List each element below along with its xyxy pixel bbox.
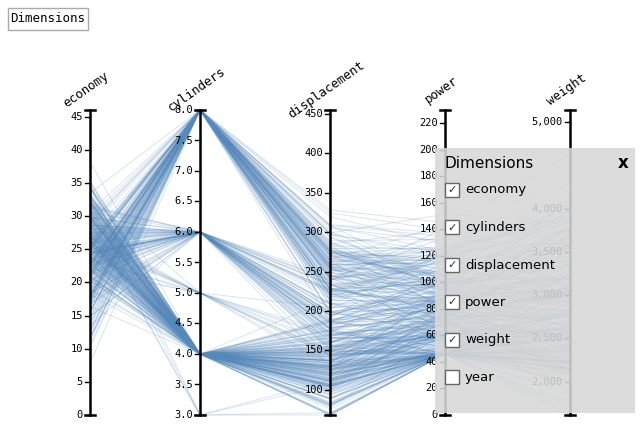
Text: 35: 35 (70, 178, 83, 188)
Text: 350: 350 (304, 188, 323, 198)
Text: 5,000: 5,000 (532, 117, 563, 127)
Text: 0: 0 (432, 410, 438, 420)
Text: 60: 60 (426, 330, 438, 341)
Text: 3,500: 3,500 (532, 247, 563, 257)
Text: 180: 180 (419, 171, 438, 181)
Text: Dimensions: Dimensions (445, 155, 534, 170)
Text: 150: 150 (304, 345, 323, 356)
Text: 0: 0 (77, 410, 83, 420)
Text: 2,500: 2,500 (532, 333, 563, 343)
Bar (435, 148, 635, 178)
Text: ✓: ✓ (447, 335, 457, 345)
Text: cylinders: cylinders (465, 221, 525, 234)
Text: weight: weight (465, 334, 510, 346)
Text: 450: 450 (304, 109, 323, 119)
Text: 100: 100 (304, 385, 323, 395)
Text: ✓: ✓ (447, 297, 457, 308)
Text: 4.5: 4.5 (174, 319, 193, 329)
Text: 8.0: 8.0 (174, 105, 193, 115)
Bar (445, 220, 459, 235)
Text: ✓: ✓ (447, 185, 457, 195)
Text: 100: 100 (419, 277, 438, 287)
Text: displacement: displacement (285, 59, 367, 121)
Text: weight: weight (544, 71, 588, 108)
Bar (445, 333, 459, 347)
Text: 7.0: 7.0 (174, 166, 193, 176)
Text: 140: 140 (419, 224, 438, 235)
Bar (445, 258, 459, 272)
Text: 2,000: 2,000 (532, 377, 563, 386)
Text: x: x (618, 154, 628, 172)
Text: year: year (465, 371, 495, 384)
Text: 5.5: 5.5 (174, 257, 193, 268)
Text: 200: 200 (419, 145, 438, 155)
Text: 200: 200 (304, 306, 323, 316)
Text: 160: 160 (419, 198, 438, 208)
Text: 400: 400 (304, 148, 323, 158)
Text: 3.5: 3.5 (174, 379, 193, 389)
Text: 20: 20 (70, 277, 83, 287)
Text: 4.0: 4.0 (174, 349, 193, 359)
Text: 5: 5 (77, 377, 83, 387)
Text: ✓: ✓ (447, 260, 457, 270)
Text: 5.0: 5.0 (174, 288, 193, 298)
Text: cylinders: cylinders (165, 65, 228, 114)
Text: 40: 40 (70, 145, 83, 155)
Bar (435, 148, 635, 413)
Text: 45: 45 (70, 112, 83, 121)
Text: 7.5: 7.5 (174, 136, 193, 146)
Text: Dimensions: Dimensions (10, 12, 86, 26)
Text: 220: 220 (419, 118, 438, 128)
Bar (8, 8, 88, 30)
Text: 6.0: 6.0 (174, 227, 193, 237)
Text: power: power (465, 296, 506, 309)
Text: ✓: ✓ (447, 223, 457, 232)
Text: 15: 15 (70, 311, 83, 321)
Text: economy: economy (465, 183, 526, 197)
Text: 40: 40 (426, 357, 438, 367)
Text: 300: 300 (304, 227, 323, 237)
Text: 6.5: 6.5 (174, 197, 193, 206)
Text: economy: economy (61, 69, 111, 110)
Text: 120: 120 (419, 251, 438, 261)
Bar (445, 296, 459, 309)
Text: 10: 10 (70, 344, 83, 354)
Text: 3,000: 3,000 (532, 290, 563, 300)
Text: power: power (422, 73, 460, 106)
Text: 25: 25 (70, 244, 83, 254)
Text: 4,000: 4,000 (532, 204, 563, 213)
Text: 80: 80 (426, 304, 438, 314)
Bar (445, 183, 459, 197)
Text: 250: 250 (304, 267, 323, 277)
Bar (445, 370, 459, 385)
Text: 20: 20 (426, 384, 438, 393)
Text: displacement: displacement (465, 258, 555, 271)
Text: 3.0: 3.0 (174, 410, 193, 420)
Text: 30: 30 (70, 211, 83, 221)
